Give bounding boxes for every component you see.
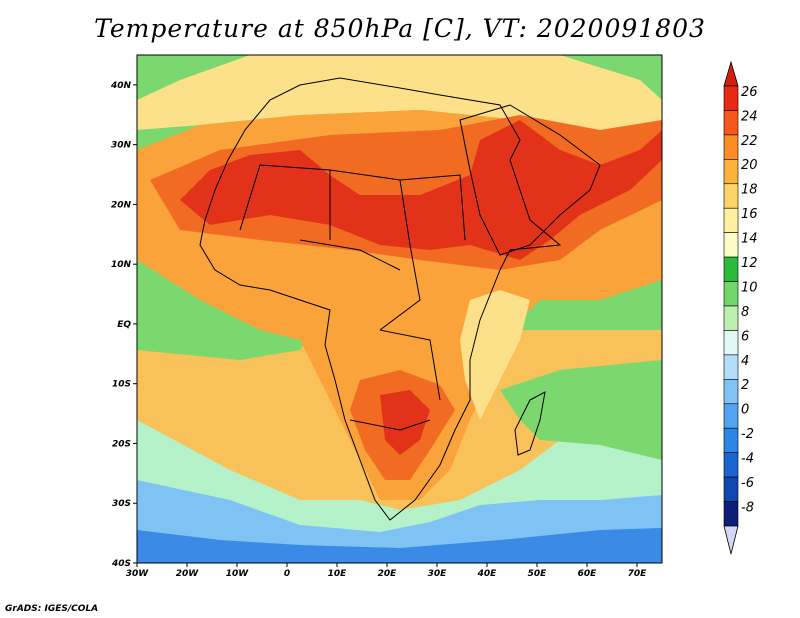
colorbar-swatch <box>723 501 739 527</box>
map-title: Temperature at 850hPa [C], VT: 202009180… <box>94 14 706 43</box>
map-frame <box>136 54 663 564</box>
colorbar-label: -2 <box>741 427 754 442</box>
latitude-axis: 40N 30N 20N 10N EQ 10S 20S 30S 40S <box>110 81 137 569</box>
colorbar-swatch <box>723 232 739 258</box>
lon-tick-label: 0 <box>284 569 290 579</box>
field-hottest-sahara <box>180 120 662 260</box>
colorbar-swatch <box>723 452 739 478</box>
colorbar-label: -6 <box>741 476 754 491</box>
lon-tick-label: 30E <box>428 569 448 579</box>
lon-tick-label: 70E <box>628 569 648 579</box>
lon-tick-label: 50E <box>528 569 548 579</box>
colorbar-swatch <box>723 476 739 502</box>
colorbar-label: 4 <box>741 354 749 369</box>
colorbar-label: 22 <box>741 134 758 149</box>
colorbar-label: 16 <box>741 207 758 222</box>
colorbar-swatch <box>723 183 739 209</box>
lat-tick-label: 10S <box>112 380 131 390</box>
colorbar-label: 14 <box>741 232 758 247</box>
colorbar-swatch <box>723 305 739 331</box>
field-cool-indian-ocean <box>500 360 662 460</box>
lat-tick-label: 20N <box>111 200 132 210</box>
colorbar-top-arrow <box>723 60 739 87</box>
lon-tick-label: 10E <box>328 569 348 579</box>
madagascar-outline <box>514 391 546 456</box>
lat-tick-label: EQ <box>117 320 131 330</box>
lon-tick-label: 30W <box>126 569 150 579</box>
longitude-axis: 30W 20W 10W 0 10E 20E 30E 40E 50E 60E 70E <box>126 563 647 579</box>
colorbar-swatch <box>723 159 739 185</box>
lon-tick-label: 20W <box>176 569 200 579</box>
colorbar-label: -8 <box>741 500 754 515</box>
colorbar-label: 2 <box>741 378 749 393</box>
country-boundaries <box>199 77 601 521</box>
colorbar-swatch <box>723 379 739 405</box>
temperature-field <box>137 55 662 563</box>
lon-tick-label: 40E <box>477 569 498 579</box>
colorbar-bottom-arrow <box>723 525 739 555</box>
field-hottest-southern-africa <box>380 390 430 455</box>
colorbar-swatch <box>723 85 739 111</box>
lat-tick-label: 40N <box>110 81 132 91</box>
lon-tick-label: 20E <box>378 569 398 579</box>
colorbar-swatch <box>723 330 739 356</box>
colorbar-label: 0 <box>741 403 749 418</box>
colorbar-label: 20 <box>741 158 758 173</box>
colorbar-swatch <box>723 134 739 160</box>
colorbar-label: 12 <box>741 256 758 271</box>
lat-tick-label: 20S <box>112 439 131 449</box>
colorbar-label: 6 <box>741 329 749 344</box>
grads-credit: GrADS: IGES/COLA <box>5 604 99 614</box>
africa-coastline <box>199 77 562 521</box>
colorbar-label: 10 <box>741 280 758 295</box>
colorbar-label: 26 <box>741 85 758 100</box>
colorbar-swatch <box>723 427 739 453</box>
colorbar-swatch <box>723 354 739 380</box>
colorbar-swatch <box>723 403 739 429</box>
colorbar-swatch <box>723 207 739 233</box>
lat-tick-label: 10N <box>111 260 132 270</box>
field-green-tropics <box>137 290 320 360</box>
colorbar-label: 24 <box>741 109 758 124</box>
lon-tick-label: 10W <box>226 569 250 579</box>
lat-tick-label: 30S <box>112 499 131 509</box>
lat-tick-label: 40S <box>111 559 131 569</box>
colorbar-label: 18 <box>741 183 758 198</box>
lat-tick-label: 30N <box>111 141 132 151</box>
field-mild-east-africa <box>460 290 530 420</box>
internal-border-lines <box>239 164 466 431</box>
field-coldest-south <box>137 528 662 563</box>
colorbar-swatch <box>723 281 739 307</box>
arabia-outline <box>459 104 601 256</box>
colorbar-label: 8 <box>741 305 749 320</box>
lon-tick-label: 60E <box>578 569 598 579</box>
colorbar-label: -4 <box>741 452 754 467</box>
colorbar-swatch <box>723 256 739 282</box>
colorbar-swatch <box>723 110 739 136</box>
